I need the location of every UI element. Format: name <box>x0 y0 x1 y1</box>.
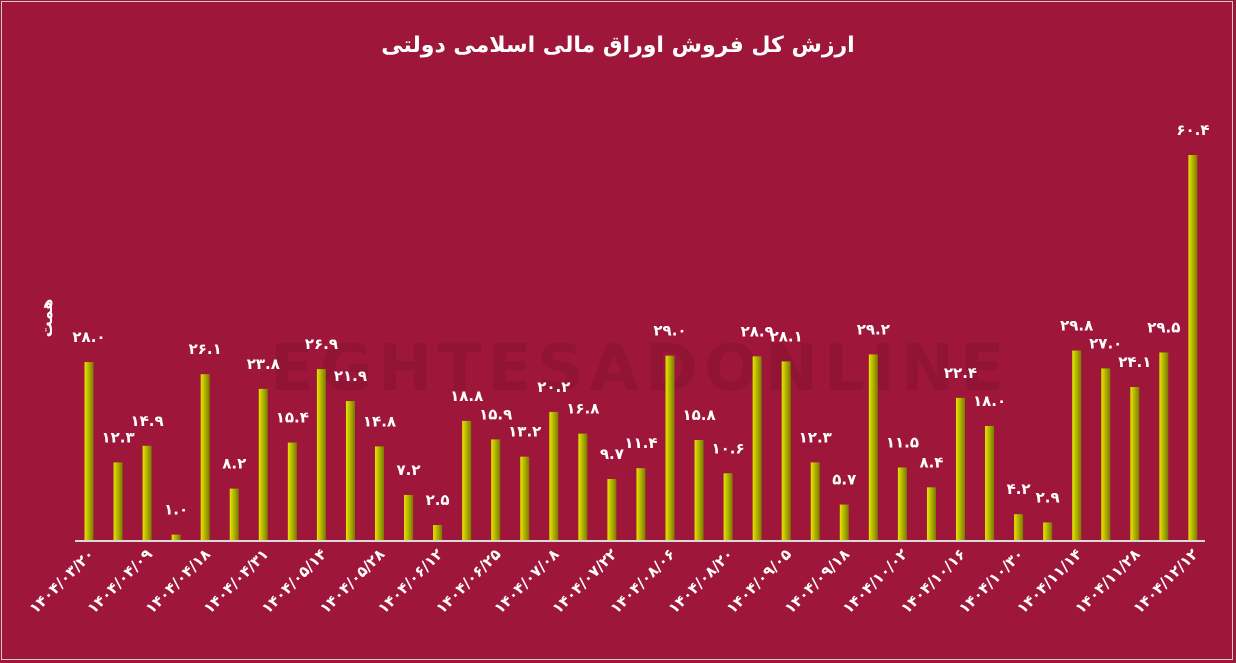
bar <box>462 420 472 541</box>
bar <box>868 354 878 541</box>
bar <box>752 356 762 541</box>
data-label: ۱۶.۸ <box>566 400 599 418</box>
data-label: ۱.۰ <box>164 501 188 519</box>
data-label: ۸.۲ <box>222 455 246 473</box>
data-label: ۱۴.۸ <box>363 412 396 430</box>
data-label: ۲۸.۱ <box>770 327 803 345</box>
bar <box>142 445 152 541</box>
bar <box>287 442 297 541</box>
data-label: ۱۲.۳ <box>101 428 134 446</box>
data-label: ۴.۲ <box>1007 480 1031 498</box>
bar <box>578 433 588 541</box>
data-label: ۷.۲ <box>397 461 421 479</box>
bar <box>810 462 820 541</box>
bar <box>956 397 965 541</box>
bar <box>491 439 501 541</box>
bar <box>1188 155 1198 541</box>
data-label: ۲۹.۸ <box>1060 317 1093 335</box>
data-label: ۲۷.۰ <box>1089 334 1122 352</box>
data-label: ۲۹.۰ <box>653 322 686 340</box>
bar <box>1043 522 1053 541</box>
bar <box>1072 350 1082 541</box>
bar <box>200 374 210 541</box>
data-label: ۲۸.۹ <box>741 322 774 340</box>
bar <box>839 504 849 541</box>
data-label: ۵.۷ <box>832 471 856 489</box>
bar <box>433 525 443 541</box>
data-label: ۹.۷ <box>600 445 624 463</box>
bar <box>985 425 995 541</box>
data-label: ۲۰.۲ <box>537 378 570 396</box>
data-label: ۱۱.۵ <box>886 434 919 452</box>
bar <box>316 369 326 541</box>
data-label: ۲۶.۱ <box>189 340 222 358</box>
bar <box>404 494 414 541</box>
data-label: ۲۹.۵ <box>1147 318 1180 336</box>
data-label: ۱۲.۳ <box>799 428 832 446</box>
data-label: ۱۱.۴ <box>624 434 657 452</box>
bar <box>520 456 530 541</box>
y-axis-label: همت <box>37 299 56 338</box>
bar <box>636 468 646 541</box>
data-label: ۱۵.۸ <box>682 406 715 424</box>
data-label: ۲۸.۰ <box>72 328 105 346</box>
bar <box>723 473 733 541</box>
bar <box>84 362 94 541</box>
data-label: ۱۰.۶ <box>712 439 745 457</box>
data-label: ۲۳.۸ <box>247 355 280 373</box>
chart-title: ارزش کل فروش اوراق مالی اسلامی دولتی <box>381 33 854 58</box>
data-label: ۲۶.۹ <box>305 335 338 353</box>
data-label: ۱۸.۰ <box>973 392 1006 410</box>
bar <box>694 440 704 541</box>
bar <box>897 467 907 541</box>
data-label: ۱۵.۴ <box>276 409 309 427</box>
data-label: ۱۵.۹ <box>479 405 512 423</box>
bar <box>1014 514 1024 541</box>
data-label: ۸.۴ <box>919 453 943 471</box>
data-label: ۲۱.۹ <box>334 367 367 385</box>
data-label: ۲۲.۴ <box>944 364 977 382</box>
data-label: ۱۳.۲ <box>508 423 541 441</box>
bar <box>375 446 384 541</box>
data-label: ۱۸.۸ <box>450 387 483 405</box>
bar <box>1101 368 1111 541</box>
bar <box>549 411 559 541</box>
data-label: ۱۴.۹ <box>131 412 164 430</box>
bar <box>665 355 675 541</box>
watermark: EGHTESADONLINE <box>270 332 1010 406</box>
data-label: ۲۹.۲ <box>857 320 890 338</box>
bar <box>1130 386 1140 541</box>
bar <box>926 487 936 541</box>
bar <box>113 462 123 541</box>
bar <box>1159 352 1169 541</box>
data-label: ۲.۵ <box>426 491 450 509</box>
data-label: ۲۴.۱ <box>1118 353 1151 371</box>
bar <box>171 534 181 541</box>
bar <box>229 488 239 541</box>
data-label: ۶۰.۴ <box>1176 121 1209 139</box>
bar <box>258 388 268 541</box>
data-label: ۲.۹ <box>1036 488 1060 506</box>
bar <box>781 361 791 541</box>
bar <box>607 479 617 541</box>
bar <box>345 401 355 541</box>
